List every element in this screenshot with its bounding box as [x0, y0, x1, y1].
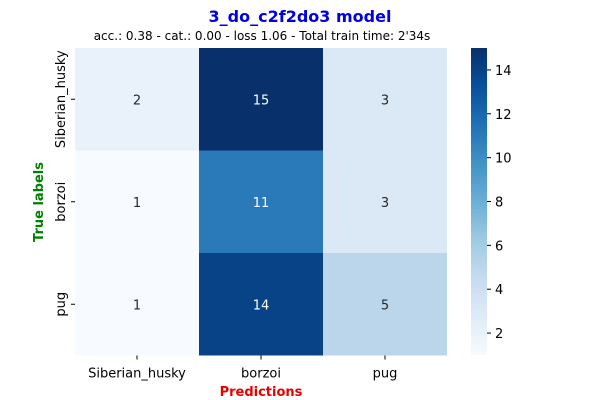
heatmap-cell — [75, 48, 199, 151]
cell-value-label: 14 — [253, 298, 270, 313]
heatmap-grid: 2 15 31 11 31 14 5 — [75, 48, 447, 356]
y-tick-label: borzoi — [54, 182, 69, 222]
cell-value-label: 2 — [133, 93, 141, 108]
heatmap-cell — [75, 150, 199, 253]
heatmap-cell — [75, 253, 199, 356]
heatmap-cell — [323, 150, 447, 253]
x-tick-label: borzoi — [241, 367, 281, 382]
colorbar-tick-label: 4 — [495, 283, 503, 298]
cell-value-label: 11 — [253, 196, 270, 211]
heatmap-cell — [199, 48, 323, 151]
x-axis-label: Predictions — [220, 385, 303, 400]
cell-value-label: 5 — [381, 298, 389, 313]
colorbar-tick-label: 2 — [495, 327, 503, 342]
x-tick-label: pug — [373, 367, 398, 382]
colorbar-tick-label: 6 — [495, 239, 503, 254]
cell-value-label: 3 — [381, 196, 389, 211]
chart-subtitle: acc.: 0.38 - cat.: 0.00 - loss 1.06 - To… — [94, 29, 431, 43]
cell-value-label: 15 — [253, 93, 270, 108]
y-tick-label: pug — [54, 292, 69, 317]
cell-value-label: 1 — [133, 298, 141, 313]
heatmap-cell — [199, 253, 323, 356]
colorbar-tick-label: 8 — [495, 196, 503, 211]
heatmap-cell — [323, 253, 447, 356]
colorbar-ticks: 2 4 6 8 10 12 14 — [487, 64, 512, 342]
y-tick-label: Siberian_husky — [54, 50, 69, 148]
colorbar-gradient — [471, 48, 487, 355]
colorbar-tick-label: 14 — [495, 64, 512, 79]
cell-value-label: 3 — [381, 93, 389, 108]
colorbar: 2 4 6 8 10 12 14 — [471, 48, 512, 355]
heatmap-cell — [199, 150, 323, 253]
y-axis-label: True labels — [32, 162, 47, 242]
heatmap-cell — [323, 48, 447, 151]
chart-title: 3_do_c2f2do3 model — [209, 7, 392, 26]
x-tick-label: Siberian_husky — [88, 367, 186, 382]
cell-value-label: 1 — [133, 196, 141, 211]
colorbar-tick-label: 12 — [495, 108, 512, 123]
x-axis-ticks: Siberian_husky borzoi pug — [88, 355, 398, 382]
colorbar-tick-label: 10 — [495, 152, 512, 167]
